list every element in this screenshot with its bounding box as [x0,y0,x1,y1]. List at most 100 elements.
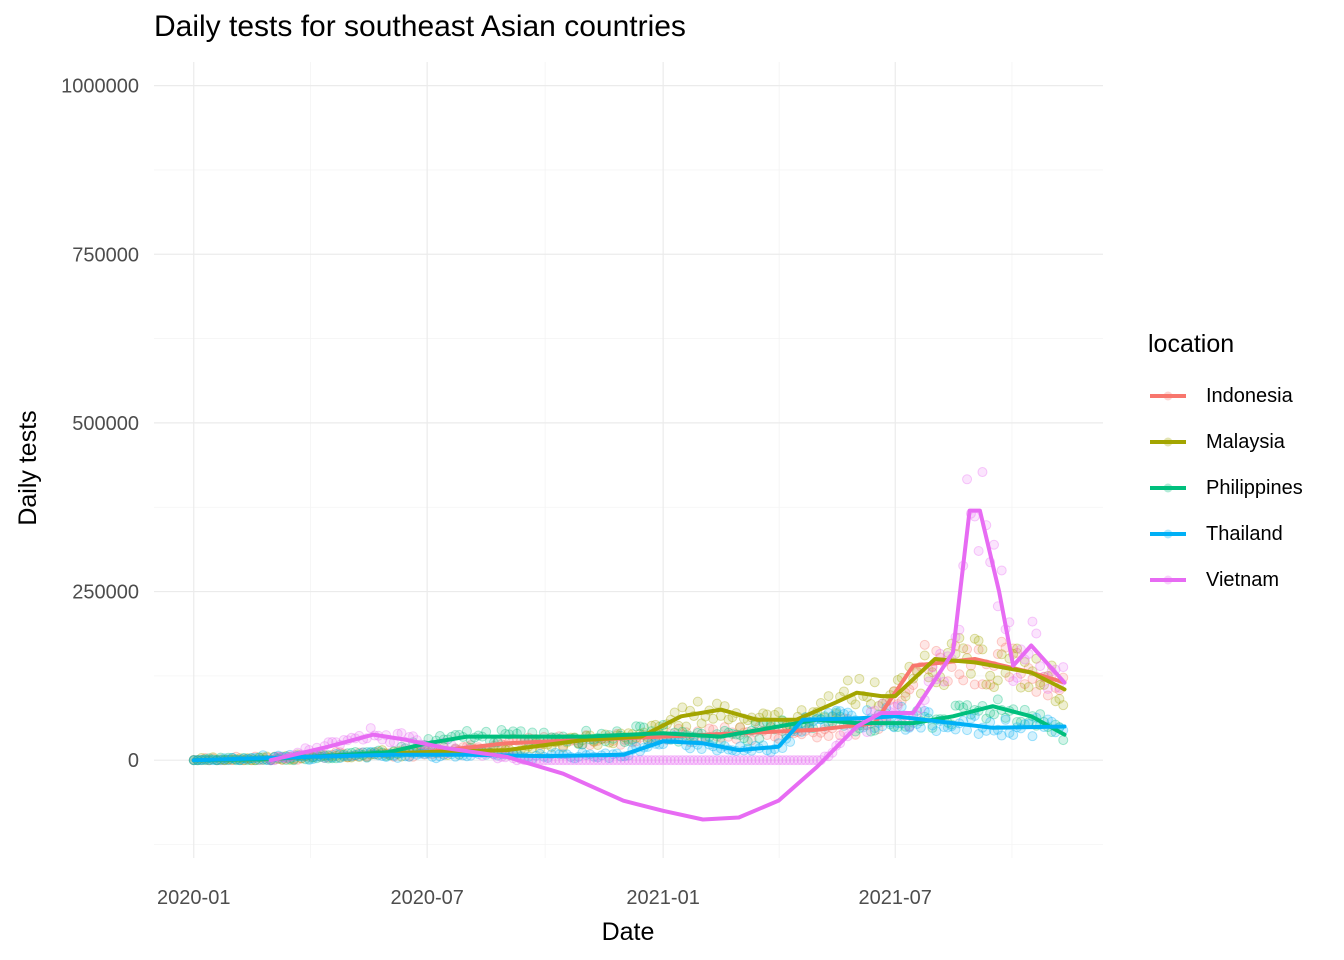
data-point [677,755,688,766]
data-point [996,565,1007,576]
data-point [461,726,472,737]
data-point [1015,682,1026,693]
data-point [765,755,776,766]
data-point [742,755,753,766]
data-point [1008,676,1019,687]
data-point [988,682,999,693]
data-point [869,677,880,688]
data-point [777,755,788,766]
data-point [1000,714,1011,725]
data-point [715,755,726,766]
data-point [762,755,773,766]
data-point [365,723,376,734]
data-point [658,755,669,766]
data-point [862,705,873,716]
data-point [704,755,715,766]
data-point [719,722,730,733]
data-point [696,755,707,766]
data-point [646,755,657,766]
data-point [965,713,976,724]
data-point [781,755,792,766]
data-point [873,700,884,711]
trend-line-thailand [191,714,1067,763]
data-point [992,675,1003,686]
data-point [1058,735,1069,746]
data-point [835,730,846,741]
data-point [742,736,753,747]
legend-label: Philippines [1206,476,1303,499]
trend-line-malaysia [191,657,1067,763]
data-point [835,706,846,717]
data-point [673,755,684,766]
data-point [650,755,661,766]
data-point [773,707,784,718]
data-point [1058,700,1069,711]
data-point [977,467,988,478]
data-point [962,474,973,485]
data-point [1050,696,1061,707]
data-point [731,755,742,766]
data-point [681,721,692,732]
data-point [958,675,969,686]
trend-line-vietnam [268,508,1067,822]
data-point [892,699,903,710]
legend-label: Indonesia [1206,384,1293,407]
data-point [723,714,734,725]
data-point [796,705,807,716]
data-point [631,721,642,732]
data-point [792,755,803,766]
data-point [796,755,807,766]
data-point [769,755,780,766]
data-point [919,705,930,716]
x-tick-label: 2021-07 [859,887,932,909]
data-point [931,726,942,737]
data-point [985,679,996,690]
data-point [850,699,861,710]
y-tick-label: 250000 [72,582,139,604]
data-point [661,755,672,766]
data-point [923,707,934,718]
data-point [988,539,999,550]
legend-key [1150,529,1186,539]
data-point [927,667,938,678]
data-point [1027,731,1038,742]
legend-label: Vietnam [1206,568,1280,591]
data-point [1042,690,1053,701]
y-tick-label: 500000 [72,413,139,435]
data-point [1035,679,1046,690]
data-point [865,726,876,737]
data-point [785,755,796,766]
legend-item-malaysia: Malaysia [1148,419,1303,465]
data-point [896,696,907,707]
data-point [711,755,722,766]
data-point [1027,616,1038,627]
chart-title: Daily tests for southeast Asian countrie… [154,10,686,43]
data-point [938,676,949,687]
data-point [996,649,1007,660]
legend-title: location [1148,330,1235,358]
data-point [696,718,707,729]
data-point [665,755,676,766]
data-point [838,686,849,697]
data-point [623,755,634,766]
y-axis-title: Daily tests [14,410,42,525]
data-point [985,670,996,681]
legend-label: Thailand [1206,522,1283,545]
data-point [962,700,973,711]
data-point [1058,662,1069,673]
data-point [981,713,992,724]
data-point [681,755,692,766]
y-tick-label: 0 [128,750,139,772]
data-point [638,755,649,766]
data-point [723,755,734,766]
trend-layer [191,508,1067,822]
data-point [823,731,834,742]
data-point [750,755,761,766]
x-tick-label: 2020-01 [157,887,230,909]
data-point [746,755,757,766]
data-point [954,700,965,711]
data-point [992,649,1003,660]
data-point [1012,672,1023,683]
legend: location Indonesia Malaysia Philippines Tha… [1148,330,1303,603]
